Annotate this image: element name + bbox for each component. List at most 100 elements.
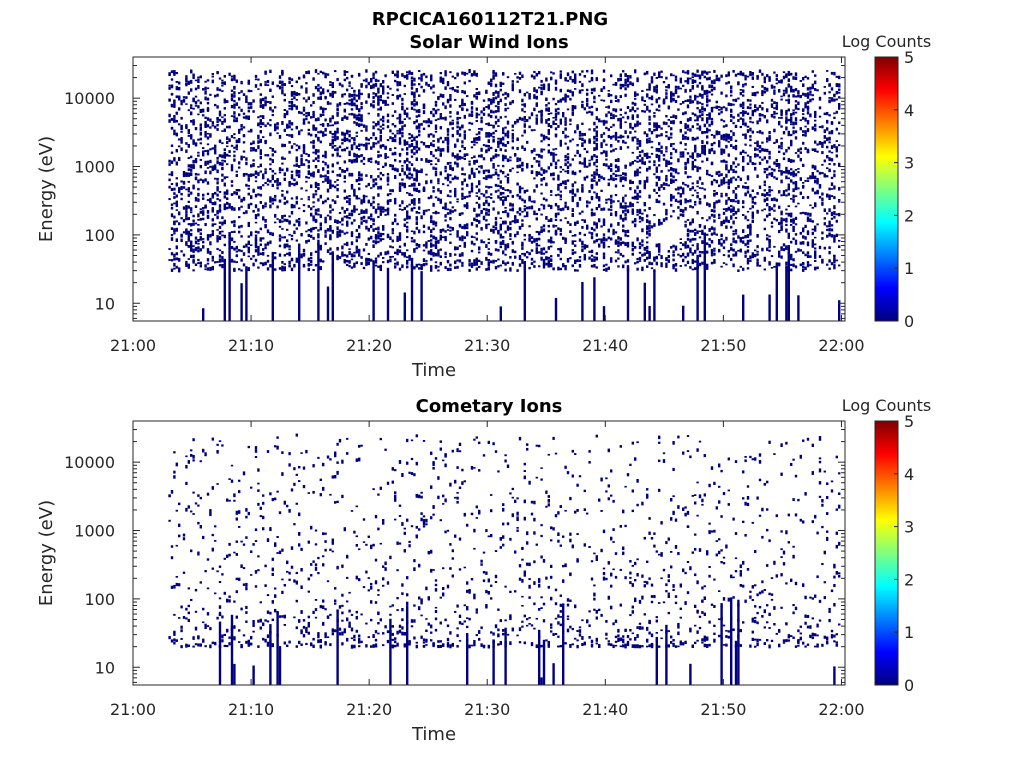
spectrogram-cell (478, 128, 481, 130)
spectrogram-cell (319, 70, 322, 73)
spectrogram-cell (331, 138, 334, 142)
spectrogram-cell (665, 97, 668, 100)
spectrogram-cell (643, 252, 646, 256)
spectrogram-cell (329, 217, 332, 221)
spectrogram-cell (492, 97, 495, 101)
spectrogram-cell (634, 196, 637, 199)
spectrogram-cell (206, 124, 210, 128)
spectrogram-cell (492, 173, 495, 176)
spectrogram-cell (283, 109, 286, 111)
spectrogram-cell (502, 196, 505, 198)
spectrogram-cell (662, 158, 666, 161)
spectrogram-cell (636, 185, 639, 190)
spectrogram-cell (360, 221, 363, 225)
spectrogram-cell (595, 77, 598, 82)
spectrogram-cell (487, 145, 490, 148)
panel-title: Solar Wind Ions (409, 32, 568, 53)
spectrogram-cell (223, 258, 226, 321)
spectrogram-cell (386, 199, 390, 203)
spectrogram-cell (504, 209, 507, 214)
spectrogram-cell (494, 222, 498, 227)
spectrogram-cell (374, 122, 378, 127)
spectrogram-cell (530, 74, 534, 78)
spectrogram-cell (598, 244, 601, 248)
spectrogram-cell (545, 182, 548, 186)
spectrogram-cell (319, 130, 322, 134)
spectrogram-cell (365, 264, 368, 266)
spectrogram-cell (439, 263, 442, 266)
spectrogram-cell (403, 218, 406, 221)
spectrogram-cell (444, 105, 447, 110)
spectrogram-cell (288, 265, 291, 267)
spectrogram-cell (374, 93, 378, 97)
spectrogram-cell (389, 147, 392, 151)
spectrogram-cell (617, 165, 620, 170)
spectrogram-cell (168, 178, 171, 182)
spectrogram-cell (187, 205, 190, 209)
spectrogram-cell (490, 98, 493, 101)
spectrogram-cell (281, 220, 284, 223)
spectrogram-cell (175, 200, 178, 204)
spectrogram-cell (406, 229, 409, 233)
spectrogram-cell (250, 142, 253, 146)
spectrogram-cell (434, 101, 438, 104)
spectrogram-cell (588, 162, 591, 167)
spectrogram-cell (401, 120, 404, 123)
spectrogram-cell (610, 135, 613, 138)
spectrogram-cell (451, 75, 454, 78)
spectrogram-cell (569, 190, 572, 194)
spectrogram-cell (636, 195, 639, 198)
spectrogram-cell (425, 158, 428, 162)
spectrogram-cell (190, 211, 193, 214)
spectrogram-cell (602, 233, 606, 236)
spectrogram-cell (307, 233, 310, 237)
spectrogram-cell (691, 258, 694, 263)
spectrogram-cell (470, 170, 474, 173)
spectrogram-cell (206, 160, 210, 163)
spectrogram-cell (437, 239, 440, 243)
spectrogram-cell (223, 160, 226, 163)
spectrogram-cell (470, 186, 474, 190)
spectrogram-cell (494, 190, 498, 193)
spectrogram-cell (521, 163, 524, 167)
spectrogram-cell (542, 85, 546, 88)
spectrogram-cell (475, 72, 478, 77)
spectrogram-cell (504, 220, 507, 225)
spectrogram-cell (494, 129, 498, 132)
spectrogram-cell (197, 187, 200, 191)
spectrogram-cell (401, 125, 404, 130)
spectrogram-cell (389, 236, 392, 240)
spectrogram-cell (533, 157, 536, 160)
spectrogram-cell (230, 184, 234, 187)
spectrogram-cell (665, 265, 668, 268)
spectrogram-cell (403, 206, 406, 210)
spectrogram-cell (526, 214, 529, 218)
spectrogram-cell (190, 245, 193, 249)
spectrogram-cell (293, 96, 296, 100)
spectrogram-cell (247, 184, 250, 187)
spectrogram-cell (221, 234, 224, 237)
spectrogram-cell (262, 106, 265, 109)
spectrogram-cell (538, 231, 541, 236)
spectrogram-cell (293, 92, 296, 96)
spectrogram-cell (446, 229, 450, 231)
spectrogram-cell (178, 158, 181, 161)
spectrogram-cell (413, 136, 416, 140)
spectrogram-cell (662, 202, 666, 206)
spectrogram-cell (463, 178, 466, 182)
spectrogram-cell (194, 95, 198, 98)
spectrogram-cell (185, 103, 188, 105)
spectrogram-cell (233, 74, 236, 77)
spectrogram-cell (403, 182, 406, 187)
spectrogram-cell (204, 90, 207, 95)
spectrogram-cell (571, 158, 574, 161)
spectrogram-cell (667, 84, 670, 87)
spectrogram-cell (365, 185, 368, 188)
spectrogram-cell (550, 205, 553, 210)
spectrogram-cell (530, 257, 534, 261)
spectrogram-cell (175, 209, 178, 211)
spectrogram-cell (350, 231, 354, 234)
spectrogram-cell (492, 70, 495, 73)
spectrogram-cell (422, 189, 426, 192)
spectrogram-cell (226, 100, 229, 103)
